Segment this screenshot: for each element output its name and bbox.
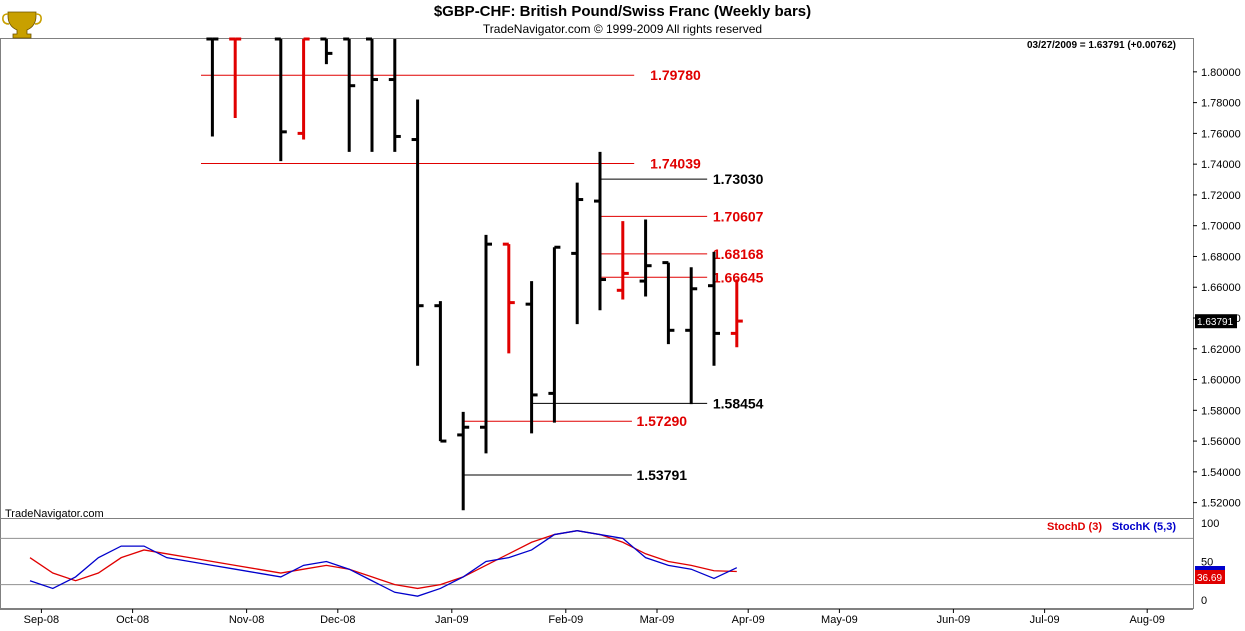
price-tick-label: 1.56000	[1201, 436, 1241, 448]
stoch-series-line	[29, 530, 737, 590]
price-tick-label: 1.76000	[1201, 128, 1241, 140]
price-tick-label: 1.62000	[1201, 344, 1241, 356]
stoch-last-box	[1195, 570, 1225, 584]
price-tick-label: 1.72000	[1201, 190, 1241, 202]
level-label: 1.53791	[636, 467, 687, 483]
level-label: 1.79780	[650, 67, 701, 83]
ohlc-bar[interactable]	[685, 267, 698, 405]
ohlc-bar[interactable]	[274, 37, 287, 162]
copyright-line: TradeNavigator.com © 1999-2009 All right…	[482, 22, 763, 36]
chart-title: $GBP-CHF: British Pound/Swiss Franc (Wee…	[433, 3, 812, 20]
price-tick-label: 1.80000	[1201, 67, 1241, 79]
ohlc-bar[interactable]	[343, 37, 356, 152]
stochd-legend: StochD (3)	[1047, 521, 1102, 533]
date-tick-label: Feb-09	[548, 614, 583, 626]
ohlc-bar[interactable]	[388, 39, 401, 152]
date-tick-label: Aug-09	[1129, 614, 1164, 626]
ohlc-bar[interactable]	[616, 221, 629, 300]
stoch-tick-label: 50	[1201, 557, 1213, 569]
level-label: 1.57290	[636, 413, 687, 429]
trophy-icon	[2, 11, 42, 39]
date-tick-label: Jun-09	[937, 614, 971, 626]
ohlc-bar[interactable]	[730, 279, 743, 348]
price-tick-label: 1.78000	[1201, 98, 1241, 110]
ohlc-bar[interactable]	[639, 219, 652, 297]
price-tick-label: 1.70000	[1201, 221, 1241, 233]
ohlc-bar[interactable]	[525, 281, 538, 434]
stochk-legend: StochK (5,3)	[1112, 521, 1177, 533]
price-tick-label: 1.58000	[1201, 405, 1241, 417]
price-tick-label: 1.52000	[1201, 498, 1241, 510]
price-tick-label: 1.60000	[1201, 375, 1241, 387]
level-label: 1.66645	[713, 269, 764, 285]
ohlc-bar[interactable]	[457, 411, 470, 511]
date-tick-label: Mar-09	[640, 614, 675, 626]
price-panel-frame	[0, 38, 1194, 519]
level-label: 1.58454	[713, 395, 764, 411]
ohlc-bar[interactable]	[502, 242, 515, 354]
ohlc-bar[interactable]	[411, 99, 424, 366]
ohlc-bar[interactable]	[594, 151, 606, 311]
date-tick-label: Dec-08	[320, 614, 355, 626]
level-label: 1.73030	[713, 171, 764, 187]
date-tick-label: Apr-09	[732, 614, 765, 626]
stoch-series-line	[29, 530, 738, 597]
stoch-panel-frame	[0, 518, 1194, 609]
ohlc-bar[interactable]	[571, 182, 584, 325]
ohlc-bar[interactable]	[366, 37, 378, 152]
date-tick-label: Jul-09	[1030, 614, 1060, 626]
date-tick-label: Oct-08	[116, 614, 149, 626]
price-tick-label: 1.66000	[1201, 282, 1241, 294]
watermark-text: TradeNavigator.com	[5, 508, 104, 520]
ohlc-bar[interactable]	[320, 37, 333, 65]
ohlc-bar[interactable]	[662, 261, 675, 345]
level-label: 1.68168	[713, 246, 764, 262]
ohlc-bar[interactable]	[480, 234, 492, 454]
stoch-tick-label: 0	[1201, 595, 1207, 607]
price-tick-label: 1.54000	[1201, 467, 1241, 479]
ohlc-bar[interactable]	[434, 301, 447, 443]
quote-readout: 03/27/2009 = 1.63791 (+0.00762)	[1027, 40, 1176, 51]
price-tick-label: 1.74000	[1201, 159, 1241, 171]
last-price-box	[1195, 314, 1237, 329]
ohlc-bar[interactable]	[297, 37, 310, 140]
price-tick-label: 1.68000	[1201, 251, 1241, 263]
date-tick-label: Nov-08	[229, 614, 264, 626]
level-label: 1.74039	[650, 156, 701, 172]
date-tick-label: Sep-08	[24, 614, 59, 626]
ohlc-bar[interactable]	[548, 245, 561, 423]
ohlc-bar[interactable]	[206, 37, 219, 137]
date-tick-label: Jan-09	[435, 614, 469, 626]
stoch-last-label: 36.69	[1197, 573, 1222, 584]
stoch-k-marker	[1195, 566, 1225, 570]
last-price-label: 1.63791	[1197, 317, 1234, 328]
ohlc-bar[interactable]	[708, 251, 720, 366]
ohlc-bar[interactable]	[229, 37, 242, 118]
date-tick-label: May-09	[821, 614, 858, 626]
level-label: 1.70607	[713, 208, 764, 224]
stoch-tick-label: 100	[1201, 518, 1219, 530]
